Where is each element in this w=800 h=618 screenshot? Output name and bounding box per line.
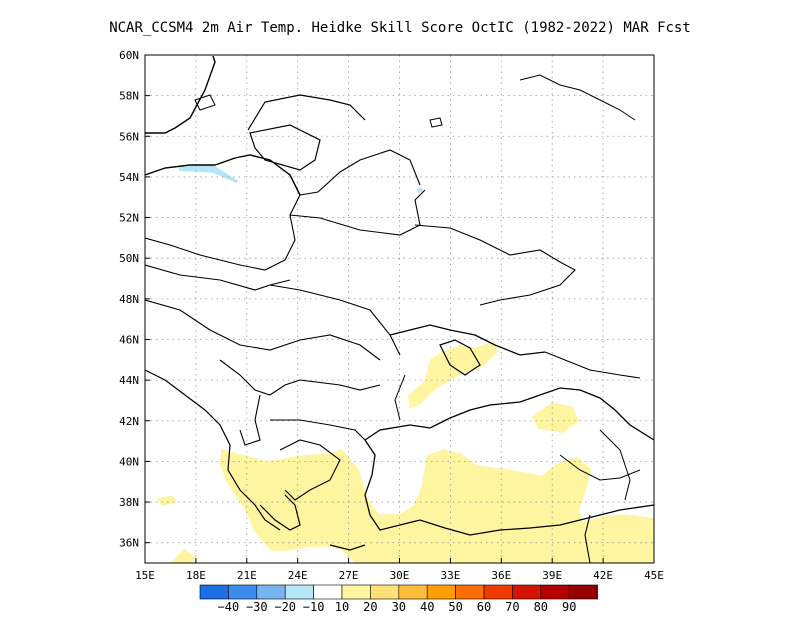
y-tick-label: 38N [119, 496, 139, 509]
y-tick-label: 42N [119, 415, 139, 428]
colorbar-swatch [568, 584, 598, 600]
region-italy-tip [156, 495, 178, 507]
colorbar-label: −20 [274, 600, 296, 614]
colorbar-label: 10 [335, 600, 349, 614]
colorbar-label: 70 [505, 600, 519, 614]
region-black-sea-east [531, 402, 580, 433]
colorbar-swatch [483, 584, 513, 600]
colorbar-swatch [398, 584, 428, 600]
region-latvia-north [365, 55, 447, 98]
region-greece [219, 449, 654, 563]
y-tick-label: 60N [119, 49, 139, 62]
colorbar-label: 90 [562, 600, 576, 614]
x-tick-label: 21E [237, 569, 257, 582]
region-med-west [170, 548, 196, 563]
x-tick-label: 27E [339, 569, 359, 582]
y-tick-label: 44N [119, 374, 139, 387]
y-tick-label: 48N [119, 293, 139, 306]
colorbar-label: −40 [218, 600, 240, 614]
colorbar-swatch [455, 584, 485, 600]
colorbar-label: 20 [363, 600, 377, 614]
colorbar-label: −30 [246, 600, 268, 614]
colorbar-swatch [256, 584, 286, 600]
colorbar-swatch [313, 584, 343, 600]
coastlines-and-borders [145, 55, 654, 563]
colorbar-label: 60 [477, 600, 491, 614]
y-tick-label: 54N [119, 171, 139, 184]
colorbar-swatch [199, 584, 229, 600]
colorbar-label: −10 [303, 600, 325, 614]
y-tick-label: 46N [119, 333, 139, 346]
lat-lon-grid [145, 55, 654, 563]
x-tick-label: 30E [390, 569, 410, 582]
colorbar-swatch [512, 584, 542, 600]
x-tick-label: 15E [135, 569, 155, 582]
colorbar-swatch [370, 584, 400, 600]
x-tick-label: 18E [186, 569, 206, 582]
map-title: NCAR_CCSM4 2m Air Temp. Heidke Skill Sco… [109, 20, 691, 36]
x-tick-label: 33E [440, 569, 460, 582]
colorbar-swatch [426, 584, 456, 600]
x-tick-label: 24E [288, 569, 308, 582]
colorbar-swatch [228, 584, 258, 600]
colorbar-label: 40 [420, 600, 434, 614]
colorbar-label: 50 [448, 600, 462, 614]
y-tick-label: 58N [119, 90, 139, 103]
region-poland-inner [178, 164, 239, 183]
y-tick-label: 52N [119, 212, 139, 225]
colorbar-swatch [284, 584, 314, 600]
x-tick-label: 36E [491, 569, 511, 582]
colorbar-swatch [540, 584, 570, 600]
y-axis-ticks: 36N 38N 40N 42N 44N 46N 48N 50N 52N 54N 56N 58N 60N [119, 49, 150, 550]
x-tick-label: 45E [644, 569, 664, 582]
y-tick-label: 40N [119, 455, 139, 468]
x-tick-label: 42E [593, 569, 613, 582]
y-tick-label: 56N [119, 130, 139, 143]
colorbar-swatch [341, 584, 371, 600]
colorbar: −40 −30 −20 −10 10 20 30 40 50 60 70 80 90 [199, 584, 598, 614]
x-axis-ticks: 15E 18E 21E 24E 27E 30E 33E 36E 39E 42E 45E [135, 558, 664, 582]
x-tick-label: 39E [542, 569, 562, 582]
y-tick-label: 50N [119, 252, 139, 265]
colorbar-label: 80 [534, 600, 548, 614]
colorbar-label: 30 [392, 600, 406, 614]
y-tick-label: 36N [119, 537, 139, 550]
region-belarus-dot [416, 187, 424, 194]
